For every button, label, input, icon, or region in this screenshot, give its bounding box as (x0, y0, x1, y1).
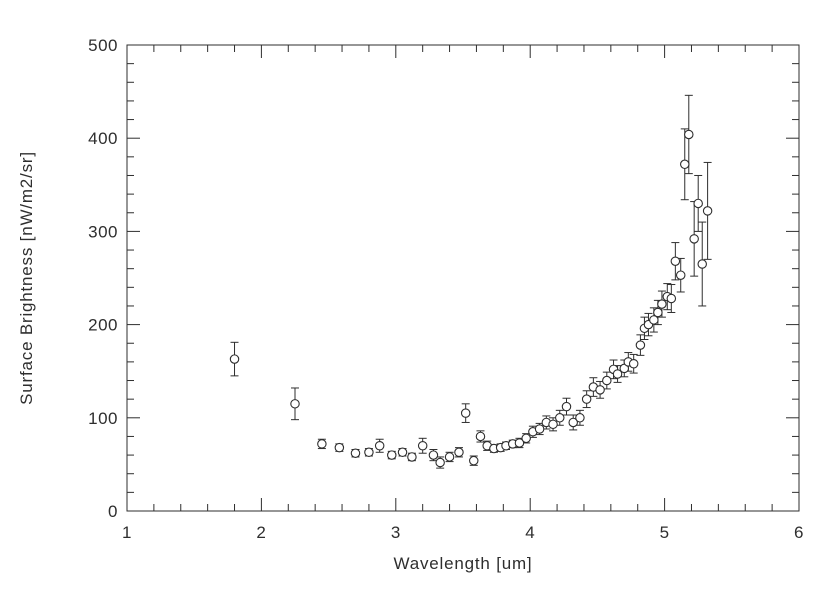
data-point (657, 299, 667, 309)
data-point (374, 441, 385, 451)
data-point (417, 441, 428, 451)
x-tick-label: 3 (391, 523, 401, 542)
data-point (628, 358, 639, 369)
data-point (454, 447, 464, 458)
data-point (568, 417, 578, 428)
data-point (387, 450, 397, 460)
data-point (469, 455, 479, 466)
data-point (534, 424, 545, 434)
data-point (561, 401, 572, 412)
data-point (521, 433, 531, 444)
data-point (689, 234, 699, 244)
data-point (317, 439, 327, 449)
x-tick-label: 1 (122, 523, 132, 542)
data-point (575, 413, 585, 423)
y-tick-label: 100 (88, 409, 118, 428)
data-point (675, 270, 686, 280)
data-point (612, 369, 623, 379)
y-tick-label: 0 (108, 502, 118, 521)
data-point (653, 307, 663, 318)
data-point (680, 159, 690, 170)
data-point (581, 394, 592, 404)
y-axis-label: Surface Brightness [nW/m2/sr] (17, 151, 36, 405)
data-point (290, 399, 300, 409)
data-point (649, 315, 659, 325)
data-point (514, 438, 525, 448)
data-point (350, 448, 361, 458)
data-point (334, 442, 345, 453)
y-tick-label: 300 (88, 222, 118, 241)
y-tick-label: 500 (88, 36, 118, 55)
data-point (697, 259, 707, 269)
data-point (684, 129, 694, 140)
data-point (407, 452, 417, 462)
x-tick-label: 5 (660, 523, 670, 542)
data-point (397, 447, 408, 458)
x-tick-label: 2 (256, 523, 266, 542)
data-point (602, 375, 612, 386)
data-point (666, 293, 677, 304)
x-tick-label: 4 (525, 523, 535, 542)
data-point (444, 452, 455, 462)
data-point (428, 450, 439, 460)
y-tick-label: 200 (88, 316, 118, 335)
data-point (670, 256, 681, 266)
data-point (475, 431, 486, 442)
x-axis-label: Wavelength [um] (393, 554, 533, 573)
data-point (555, 413, 565, 423)
data-point (635, 340, 646, 350)
data-point (693, 198, 703, 209)
data-point (548, 419, 558, 430)
data-point (702, 206, 713, 216)
data-point (364, 447, 374, 458)
plot-frame (126, 44, 800, 512)
data-point (435, 457, 445, 468)
y-tick-label: 400 (88, 129, 118, 148)
data-point (595, 385, 605, 395)
data-point (229, 354, 240, 364)
data-point (460, 408, 471, 418)
x-tick-label: 6 (794, 523, 804, 542)
